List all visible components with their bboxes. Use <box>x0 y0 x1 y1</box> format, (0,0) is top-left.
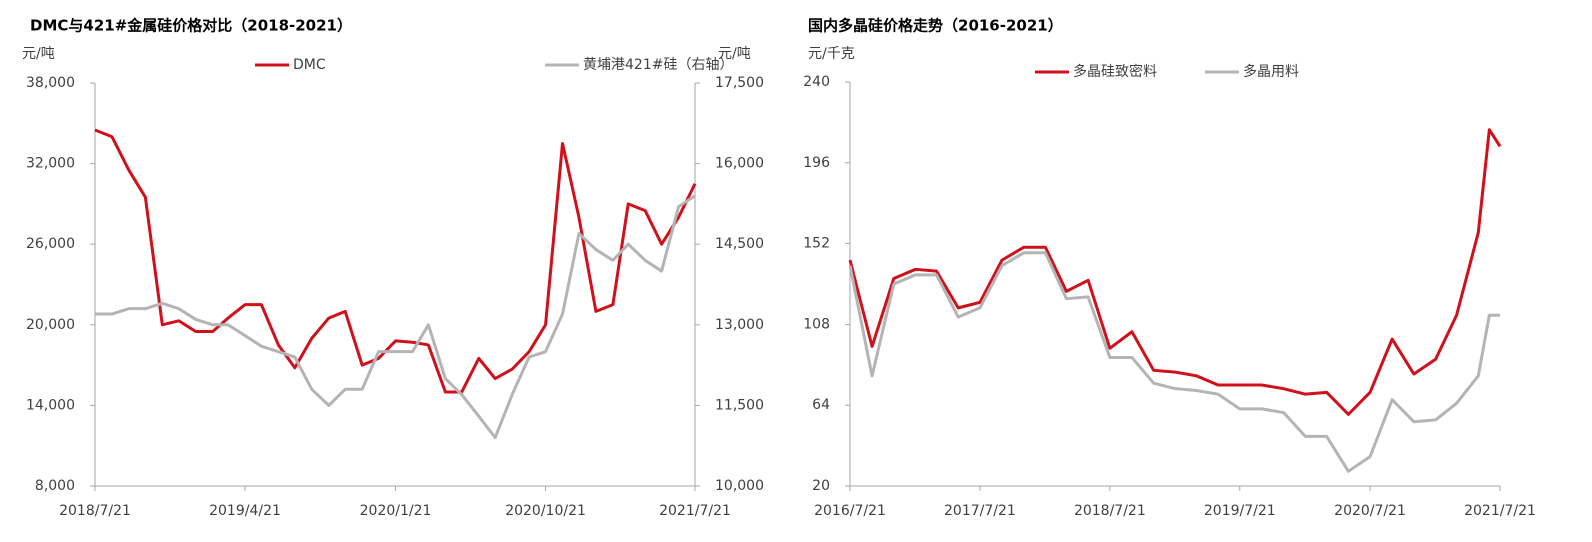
y-tick-label: 64 <box>812 397 830 413</box>
series-line <box>848 128 1502 416</box>
y2-tick-label: 13,000 <box>715 317 764 333</box>
y-axis-label: 元/吨 <box>22 46 55 62</box>
y2-tick-label: 10,000 <box>715 478 764 494</box>
chart-title: DMC与421#金属硅价格对比（2018-2021） <box>30 17 352 35</box>
x-tick-label: 2021/7/21 <box>1464 503 1536 519</box>
series-line <box>848 251 1500 473</box>
x-tick-label: 2018/7/21 <box>1074 503 1146 519</box>
series-line <box>94 128 697 394</box>
x-tick-label: 2020/7/21 <box>1334 503 1406 519</box>
legend-label: 多晶用料 <box>1243 63 1299 80</box>
y-tick-label: 26,000 <box>26 236 75 252</box>
x-tick-label: 2020/1/21 <box>360 503 432 519</box>
y-tick-label: 38,000 <box>26 75 75 91</box>
y-tick-label: 108 <box>803 316 830 332</box>
chart-title: 国内多晶硅价格走势（2016-2021） <box>808 17 1063 35</box>
y-tick-label: 32,000 <box>26 156 75 172</box>
legend-label: DMC <box>293 57 326 73</box>
x-tick-label: 2016/7/21 <box>814 503 886 519</box>
series-line <box>95 194 696 440</box>
y2-axis-label: 元/吨 <box>718 46 751 62</box>
y2-tick-label: 14,500 <box>715 236 764 252</box>
y2-tick-label: 11,500 <box>715 397 764 413</box>
legend-label: 黄埔港421#硅（右轴） <box>583 56 733 73</box>
y2-tick-label: 17,500 <box>715 75 764 91</box>
x-tick-label: 2017/7/21 <box>944 503 1016 519</box>
y-tick-label: 8,000 <box>35 478 75 494</box>
y-tick-label: 20 <box>812 478 830 494</box>
x-tick-label: 2019/7/21 <box>1204 503 1276 519</box>
y-tick-label: 240 <box>803 74 830 90</box>
x-tick-label: 2019/4/21 <box>209 503 281 519</box>
x-tick-label: 2018/7/21 <box>59 503 131 519</box>
y2-tick-label: 16,000 <box>715 156 764 172</box>
legend-label: 多晶硅致密料 <box>1073 63 1157 80</box>
y-tick-label: 14,000 <box>26 397 75 413</box>
y-tick-label: 196 <box>803 155 830 171</box>
y-axis-label: 元/千克 <box>808 46 855 62</box>
x-tick-label: 2020/10/21 <box>505 503 586 519</box>
x-tick-label: 2021/7/21 <box>659 503 731 519</box>
y-tick-label: 152 <box>803 236 830 252</box>
y-tick-label: 20,000 <box>26 317 75 333</box>
